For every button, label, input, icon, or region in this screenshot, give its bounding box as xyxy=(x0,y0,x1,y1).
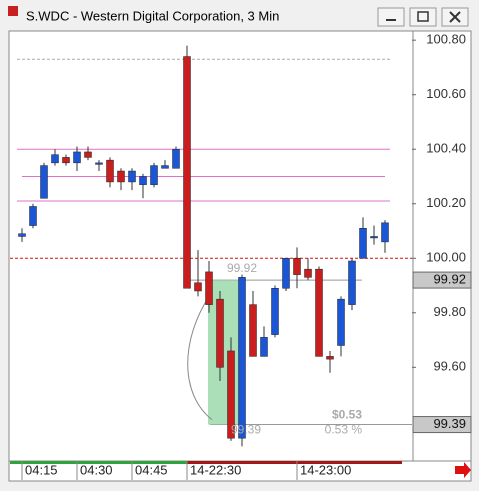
session-bar xyxy=(10,461,187,464)
candle-body xyxy=(293,258,301,275)
candle-body xyxy=(183,56,191,289)
candle-body xyxy=(172,148,180,169)
candle-body xyxy=(304,268,312,278)
price-marker-label: 99.39 xyxy=(433,416,466,431)
candle-body xyxy=(227,350,235,439)
window-buttons[interactable] xyxy=(377,7,469,27)
x-tick-label: 14-23:00 xyxy=(300,462,351,477)
candle-body xyxy=(238,277,246,439)
candle-body xyxy=(18,233,26,237)
x-tick-label: 04:15 xyxy=(25,462,58,477)
candle-body xyxy=(128,170,136,183)
close-icon xyxy=(449,11,461,23)
measure-percent: 0.53 % xyxy=(325,423,363,437)
candle-body xyxy=(29,206,37,226)
candle-body xyxy=(106,159,114,183)
measure-box xyxy=(208,280,240,425)
candle-body xyxy=(271,288,279,335)
candle-body xyxy=(348,260,356,305)
candle-body xyxy=(282,258,290,289)
candle-body xyxy=(73,151,81,164)
measure-arc xyxy=(187,294,213,420)
x-tick-label: 14-22:30 xyxy=(190,462,241,477)
measure-from-label: 99.92 xyxy=(227,261,257,275)
y-tick-label: 100.60 xyxy=(426,86,466,101)
candle-body xyxy=(51,154,59,164)
measure-change: $0.53 xyxy=(332,408,362,422)
candle-body xyxy=(161,165,169,169)
minimize-button[interactable] xyxy=(377,7,405,27)
candle-body xyxy=(194,282,202,292)
candle-body xyxy=(84,151,92,158)
y-tick-label: 99.60 xyxy=(433,359,466,374)
candle-body xyxy=(326,356,334,360)
scroll-arrow[interactable] xyxy=(455,462,471,478)
price-marker xyxy=(412,416,472,434)
candle-body xyxy=(117,170,125,183)
price-marker xyxy=(412,271,472,289)
candle-body xyxy=(337,298,345,346)
y-tick-label: 100.80 xyxy=(426,32,466,47)
window-title: S.WDC - Western Digital Corporation, 3 M… xyxy=(26,8,279,23)
x-tick-label: 04:30 xyxy=(80,462,113,477)
candle-body xyxy=(249,304,257,357)
candle-body xyxy=(370,236,378,239)
session-bar xyxy=(187,461,402,464)
measure-to-label: 99.39 xyxy=(231,423,261,437)
candle-body xyxy=(359,228,367,259)
y-tick-label: 100.20 xyxy=(426,195,466,210)
candle-body xyxy=(139,176,147,185)
candle-body xyxy=(205,271,213,305)
candle-body xyxy=(315,268,323,357)
y-tick-label: 100.40 xyxy=(426,141,466,156)
y-tick-label: 99.80 xyxy=(433,304,466,319)
price-axis xyxy=(412,30,472,462)
maximize-icon xyxy=(417,11,429,22)
candle-body xyxy=(150,165,158,185)
x-tick-label: 04:45 xyxy=(135,462,168,477)
y-tick-label: 100.00 xyxy=(426,250,466,265)
candle-body xyxy=(216,298,224,368)
candle-body xyxy=(95,162,103,165)
app-icon xyxy=(8,6,18,16)
candle-body xyxy=(40,165,48,199)
candle-body xyxy=(381,222,389,243)
price-marker-label: 99.92 xyxy=(433,272,466,287)
candle-body xyxy=(260,337,268,357)
maximize-button[interactable] xyxy=(409,7,437,27)
candle-body xyxy=(62,157,70,164)
